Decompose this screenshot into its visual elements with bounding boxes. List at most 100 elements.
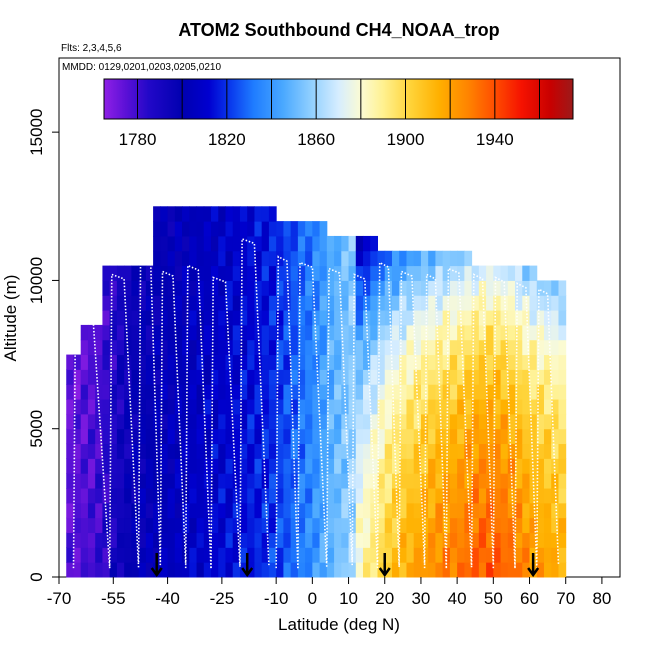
heatmap-cell bbox=[529, 473, 538, 489]
heatmap-cell bbox=[471, 532, 480, 548]
heatmap-cell bbox=[543, 547, 552, 563]
heatmap-cell bbox=[283, 280, 292, 296]
heatmap-cell bbox=[138, 443, 147, 459]
heatmap-cell bbox=[189, 339, 198, 356]
heatmap-cell bbox=[543, 399, 552, 415]
heatmap-cell bbox=[536, 562, 545, 578]
heatmap-cell bbox=[232, 562, 241, 578]
heatmap-cell bbox=[211, 250, 219, 267]
heatmap-cell bbox=[80, 339, 89, 356]
heatmap-cell bbox=[558, 339, 567, 356]
heatmap-cell bbox=[464, 280, 473, 296]
heatmap-cell bbox=[377, 399, 386, 415]
heatmap-cell bbox=[377, 532, 386, 548]
heatmap-cell bbox=[174, 354, 183, 370]
heatmap-cell bbox=[355, 324, 364, 341]
chart-title: ATOM2 Southbound CH4_NOAA_trop bbox=[178, 20, 499, 40]
heatmap-cell bbox=[522, 339, 531, 356]
heatmap-cell bbox=[370, 532, 378, 548]
heatmap-cell bbox=[239, 547, 248, 563]
heatmap-cell bbox=[138, 488, 147, 504]
heatmap-cell bbox=[196, 399, 205, 415]
heatmap-cell bbox=[268, 384, 277, 400]
heatmap-cell bbox=[493, 310, 502, 326]
heatmap-cell bbox=[247, 443, 255, 459]
heatmap-cell bbox=[464, 517, 473, 534]
heatmap-cell bbox=[290, 280, 299, 296]
heatmap-cell bbox=[232, 517, 241, 534]
heatmap-cell bbox=[558, 562, 567, 578]
heatmap-cell bbox=[232, 235, 241, 252]
heatmap-cell bbox=[276, 295, 284, 311]
heatmap-cell bbox=[160, 517, 169, 534]
heatmap-cell bbox=[341, 310, 350, 326]
heatmap-cell bbox=[73, 502, 82, 519]
heatmap-cell bbox=[268, 517, 277, 534]
heatmap-cell bbox=[102, 413, 111, 430]
heatmap-cell bbox=[196, 265, 205, 281]
heatmap-cell bbox=[370, 354, 378, 370]
heatmap-cell bbox=[457, 384, 465, 400]
heatmap-cell bbox=[428, 532, 436, 548]
heatmap-cell bbox=[406, 295, 415, 311]
heatmap-cell bbox=[254, 502, 263, 519]
heatmap-cell bbox=[515, 384, 523, 400]
heatmap-cell bbox=[500, 339, 509, 356]
heatmap-cell bbox=[145, 473, 154, 489]
heatmap-cell bbox=[428, 369, 436, 385]
heatmap-cell bbox=[457, 488, 465, 504]
heatmap-cell bbox=[73, 413, 82, 430]
heatmap-cell bbox=[153, 235, 161, 252]
heatmap-cell bbox=[283, 443, 292, 459]
heatmap-cell bbox=[355, 250, 364, 267]
heatmap-cell bbox=[457, 473, 465, 489]
heatmap-cell bbox=[442, 547, 451, 563]
heatmap-cell bbox=[464, 562, 473, 578]
heatmap-cell bbox=[478, 488, 487, 504]
heatmap-cell bbox=[239, 324, 248, 341]
heatmap-cell bbox=[442, 280, 451, 296]
heatmap-cell bbox=[529, 399, 538, 415]
heatmap-cell bbox=[254, 354, 263, 370]
heatmap-cell bbox=[305, 488, 313, 504]
heatmap-cell bbox=[203, 384, 212, 400]
heatmap-cell bbox=[116, 324, 125, 341]
heatmap-cell bbox=[370, 473, 378, 489]
heatmap-cell bbox=[203, 517, 212, 534]
heatmap-cell bbox=[449, 384, 458, 400]
heatmap-cell bbox=[196, 384, 205, 400]
heatmap-cell bbox=[558, 488, 567, 504]
heatmap-cell bbox=[449, 443, 458, 459]
heatmap-cell bbox=[493, 488, 502, 504]
heatmap-cell bbox=[138, 265, 147, 281]
heatmap-cell bbox=[247, 235, 255, 252]
heatmap-cell bbox=[182, 250, 190, 267]
heatmap-cell bbox=[102, 399, 111, 415]
heatmap-cell bbox=[384, 458, 393, 474]
heatmap-cell bbox=[145, 502, 154, 519]
heatmap-cell bbox=[500, 562, 509, 578]
heatmap-cell bbox=[290, 517, 299, 534]
heatmap-cell bbox=[507, 502, 516, 519]
heatmap-cell bbox=[297, 532, 306, 548]
heatmap-cell bbox=[319, 384, 328, 400]
heatmap-cell bbox=[377, 339, 386, 356]
y-tick-label: 10000 bbox=[27, 257, 46, 304]
heatmap-cell bbox=[377, 250, 386, 267]
heatmap-cell bbox=[449, 310, 458, 326]
heatmap-cell bbox=[95, 369, 103, 385]
heatmap-cell bbox=[153, 250, 161, 267]
heatmap-cell bbox=[384, 295, 393, 311]
heatmap-cell bbox=[406, 473, 415, 489]
heatmap-cell bbox=[276, 532, 284, 548]
flight-profile-line bbox=[159, 270, 187, 566]
heatmap-cell bbox=[261, 517, 270, 534]
heatmap-cell bbox=[160, 562, 169, 578]
heatmap-cell bbox=[211, 324, 219, 341]
flight-profile-line bbox=[536, 287, 560, 566]
heatmap-cell bbox=[558, 354, 567, 370]
heatmap-cell bbox=[189, 532, 198, 548]
heatmap-cell bbox=[551, 443, 559, 459]
heatmap-cell bbox=[377, 458, 386, 474]
heatmap-cell bbox=[290, 235, 299, 252]
